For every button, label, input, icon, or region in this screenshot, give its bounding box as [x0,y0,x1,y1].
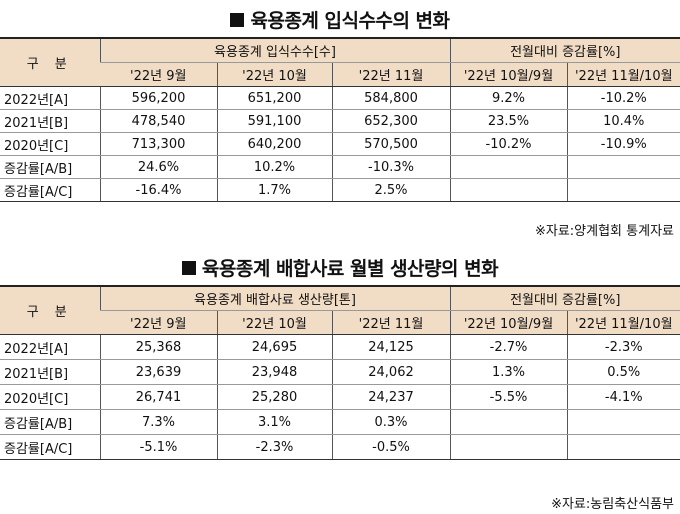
table2: 구 분 육용종계 배합사료 생산량[톤] 전월대비 증감률[%] '22년 9월… [0,285,680,460]
source-note: ※자료:양계협회 통계자료 [534,224,674,239]
table-cell: -10.3% [331,155,451,179]
table-row: 증감률[A/C] -5.1% -2.3% -0.5% [0,434,680,460]
table-cell [566,409,680,435]
column-group-header: 전월대비 증감률[%] [449,285,680,311]
table-cell: 25,280 [216,384,332,410]
column-group-header: 육용종계 배합사료 생산량[톤] [99,285,450,311]
table-row: 2021년[B] 478,540 591,100 652,300 23.5% 10.4% [0,109,680,133]
row-label: 증감률[A/C] [0,178,100,202]
table-cell: -2.3% [566,334,680,360]
row-label: 증감률[A/B] [0,155,100,179]
table-cell: 24,695 [216,334,332,360]
table-cell: 26,741 [99,384,217,410]
table-cell: 651,200 [216,86,332,110]
table-cell [449,409,567,435]
table-cell [449,155,568,179]
table-cell [449,178,568,202]
table-cell: -10.2% [449,132,568,156]
table-cell: 24.6% [99,155,217,179]
table-cell [566,155,680,179]
table-row: 증감률[A/B] 7.3% 3.1% 0.3% [0,409,680,435]
table-cell: 7.3% [99,409,217,435]
table-cell: 478,540 [99,109,217,133]
row-label: 증감률[A/B] [0,409,100,435]
table-cell: 10.2% [216,155,332,179]
table-cell: 584,800 [331,86,451,110]
table-cell: -2.7% [449,334,567,360]
row-label: 2022년[A] [0,334,100,360]
table1-title: 육용종계 입식수수의 변화 [0,6,680,33]
column-header: '22년 11월/10월 [566,62,680,87]
table-row: 증감률[A/C] -16.4% 1.7% 2.5% [0,178,680,202]
table-cell: 3.1% [216,409,332,435]
row-label: 2021년[B] [0,359,100,385]
table-cell: 0.5% [566,359,680,385]
column-header: '22년 10월 [216,62,332,87]
column-header: '22년 11월/10월 [566,310,680,335]
column-group-header: 육용종계 입식수수[수] [99,37,451,63]
table-cell [566,434,680,460]
column-group-header: 전월대비 증감률[%] [449,37,680,63]
column-header: '22년 11월 [331,62,451,87]
table1: 구 분 육용종계 입식수수[수] 전월대비 증감률[%] '22년 9월 '22… [0,37,680,202]
table-row: 2022년[A] 25,368 24,695 24,125 -2.7% -2.3% [0,334,680,360]
table-cell: 1.7% [216,178,332,202]
table-cell [566,178,680,202]
table-cell: 9.2% [449,86,568,110]
table-cell: 10.4% [566,109,680,133]
table-row: 2022년[A] 596,200 651,200 584,800 9.2% -10.2% [0,86,680,110]
table-cell: -0.5% [331,434,450,460]
table-cell: 24,062 [331,359,450,385]
table-cell: 23,948 [216,359,332,385]
table-cell: 0.3% [331,409,450,435]
column-header: '22년 9월 [100,62,217,87]
column-header: '22년 10월/9월 [449,62,568,87]
column-header: '22년 10월/9월 [449,310,567,335]
table-cell: 1.3% [449,359,567,385]
table-cell: -5.5% [449,384,567,410]
table-row: 증감률[A/B] 24.6% 10.2% -10.3% [0,155,680,179]
table-cell: -2.3% [216,434,332,460]
column-header: '22년 10월 [216,310,332,335]
row-label: 2022년[A] [0,86,100,110]
row-header: 구 분 [0,285,100,335]
table-cell: 23,639 [99,359,217,385]
table-cell: -4.1% [566,384,680,410]
column-header: '22년 9월 [100,310,217,335]
table-cell: -5.1% [99,434,217,460]
table-cell: 591,100 [216,109,332,133]
table2-title: 육용종계 배합사료 월별 생산량의 변화 [0,254,680,281]
table-cell: 24,125 [331,334,450,360]
table-cell: 640,200 [216,132,332,156]
table-cell: -16.4% [99,178,217,202]
table-cell: -10.9% [566,132,680,156]
column-header: '22년 11월 [331,310,450,335]
table-cell: 23.5% [449,109,568,133]
table-cell: 652,300 [331,109,451,133]
row-header: 구 분 [0,37,100,87]
source-note: ※자료:농림축산식품부 [551,497,674,512]
table-cell: 596,200 [99,86,217,110]
table-cell: -10.2% [566,86,680,110]
table-row: 2020년[C] 26,741 25,280 24,237 -5.5% -4.1% [0,384,680,410]
table-cell: 24,237 [331,384,450,410]
table-cell [449,434,567,460]
table-cell: 570,500 [331,132,451,156]
black-square-icon [230,13,245,27]
row-label: 2020년[C] [0,132,100,156]
table-row: 2021년[B] 23,639 23,948 24,062 1.3% 0.5% [0,359,680,385]
table-cell: 713,300 [99,132,217,156]
table-row: 2020년[C] 713,300 640,200 570,500 -10.2% -10.9… [0,132,680,156]
black-square-icon [181,261,196,275]
table-cell: 25,368 [99,334,217,360]
table-cell: 2.5% [331,178,451,202]
row-label: 2020년[C] [0,384,100,410]
row-label: 증감률[A/C] [0,434,100,460]
row-label: 2021년[B] [0,109,100,133]
